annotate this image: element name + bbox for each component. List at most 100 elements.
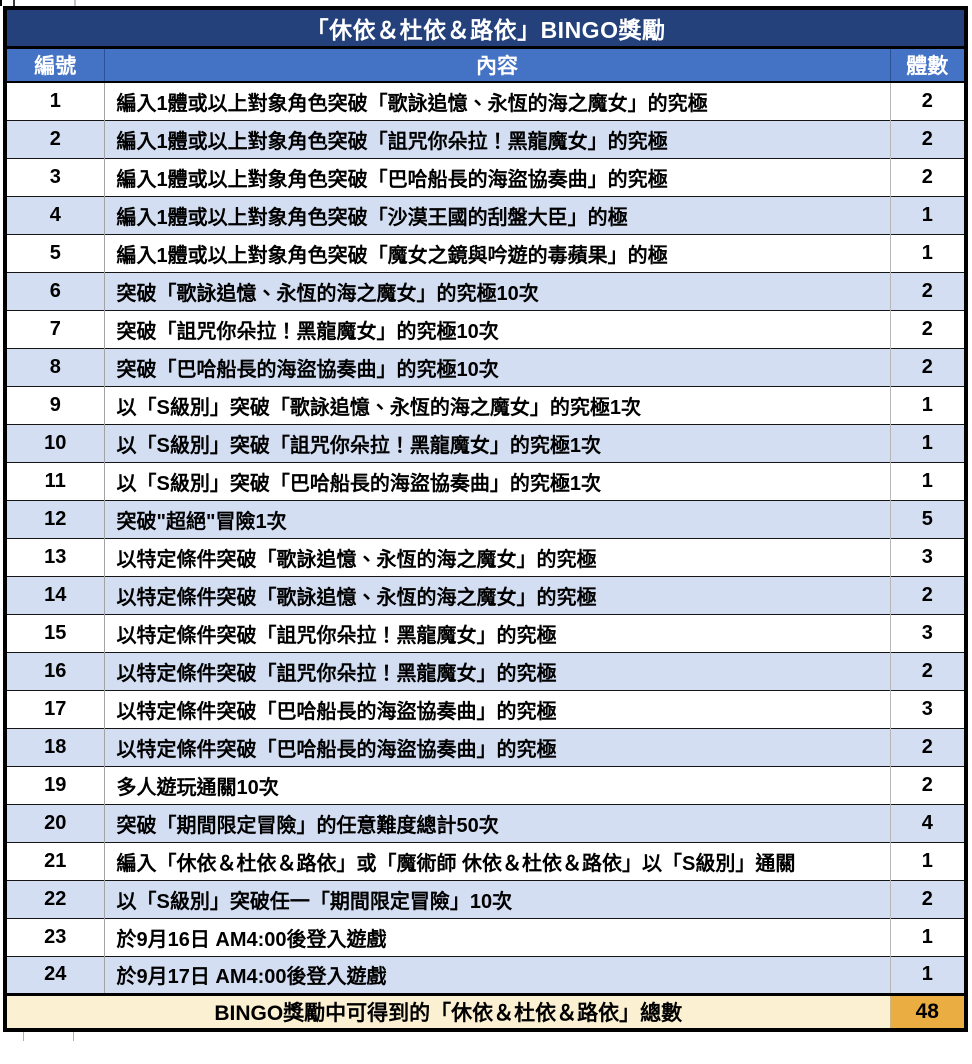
row-number-cell: 18: [5, 727, 104, 766]
row-content-cell: 以特定條件突破「詛咒你朵拉！黑龍魔女」的究極: [103, 651, 891, 690]
row-count-cell: 3: [890, 613, 967, 652]
row-content-cell: 突破「詛咒你朵拉！黑龍魔女」的究極10次: [103, 309, 891, 348]
row-content-cell: 以「S級別」突破「歌詠追憶、永恆的海之魔女」的究極1次: [103, 385, 891, 424]
row-number-cell: 21: [5, 841, 104, 880]
row-number-cell: 14: [5, 575, 104, 614]
total-label: BINGO獎勵中可得到的「休依＆杜依＆路依」總數: [5, 992, 890, 1030]
row-content-cell: 突破"超絕"冒險1次: [103, 499, 891, 538]
sheet-gridline: [13, 0, 15, 6]
bingo-table-body: 1 編入1體或以上對象角色突破「歌詠追憶、永恆的海之魔女」的究極 2 2 編入1體或以上…: [5, 82, 967, 994]
table-row: 23 於9月16日 AM4:00後登入遊戲 1: [5, 917, 967, 956]
row-content-cell: 以「S級別」突破「詛咒你朵拉！黑龍魔女」的究極1次: [103, 423, 891, 462]
column-header-content: 內容: [103, 47, 891, 83]
row-count-cell: 2: [890, 879, 967, 918]
table-row: 22 以「S級別」突破任一「期間限定冒險」10次 2: [5, 879, 967, 918]
row-number-cell: 20: [5, 803, 104, 842]
row-number-cell: 3: [5, 157, 104, 196]
table-title: 「休依＆杜依＆路依」BINGO獎勵: [5, 8, 967, 49]
row-content-cell: 突破「巴哈船長的海盜協奏曲」的究極10次: [103, 347, 891, 386]
row-content-cell: 編入1體或以上對象角色突破「魔女之鏡與吟遊的毒蘋果」的極: [103, 233, 891, 272]
row-number-cell: 24: [5, 955, 104, 994]
row-content-cell: 以「S級別」突破任一「期間限定冒險」10次: [103, 879, 891, 918]
row-content-cell: 以特定條件突破「詛咒你朵拉！黑龍魔女」的究極: [103, 613, 891, 652]
table-row: 11 以「S級別」突破「巴哈船長的海盜協奏曲」的究極1次 1: [5, 461, 967, 500]
row-count-cell: 2: [890, 309, 967, 348]
row-number-cell: 6: [5, 271, 104, 310]
row-content-cell: 以特定條件突破「歌詠追憶、永恆的海之魔女」的究極: [103, 575, 891, 614]
table-row: 10 以「S級別」突破「詛咒你朵拉！黑龍魔女」的究極1次 1: [5, 423, 967, 462]
table-row: 15 以特定條件突破「詛咒你朵拉！黑龍魔女」的究極 3: [5, 613, 967, 652]
row-count-cell: 1: [890, 461, 967, 500]
row-count-cell: 5: [890, 499, 967, 538]
table-row: 5 編入1體或以上對象角色突破「魔女之鏡與吟遊的毒蘋果」的極 1: [5, 233, 967, 272]
table-row: 3 編入1體或以上對象角色突破「巴哈船長的海盜協奏曲」的究極 2: [5, 157, 967, 196]
row-number-cell: 10: [5, 423, 104, 462]
row-count-cell: 2: [890, 271, 967, 310]
row-number-cell: 12: [5, 499, 104, 538]
row-content-cell: 以特定條件突破「巴哈船長的海盜協奏曲」的究極: [103, 727, 891, 766]
row-count-cell: 1: [890, 955, 967, 994]
table-row: 8 突破「巴哈船長的海盜協奏曲」的究極10次 2: [5, 347, 967, 386]
row-number-cell: 8: [5, 347, 104, 386]
row-content-cell: 編入「休依＆杜依＆路依」或「魔術師 休依＆杜依＆路依」以「S級別」通關: [103, 841, 891, 880]
table-row: 4 編入1體或以上對象角色突破「沙漠王國的刮盤大臣」的極 1: [5, 195, 967, 234]
table-row: 12 突破"超絕"冒險1次 5: [5, 499, 967, 538]
row-number-cell: 15: [5, 613, 104, 652]
table-row: 6 突破「歌詠追憶、永恆的海之魔女」的究極10次 2: [5, 271, 967, 310]
table-row: 14 以特定條件突破「歌詠追憶、永恆的海之魔女」的究極 2: [5, 575, 967, 614]
column-header-count: 體數: [890, 47, 967, 83]
row-count-cell: 2: [890, 157, 967, 196]
row-number-cell: 13: [5, 537, 104, 576]
row-count-cell: 2: [890, 119, 967, 158]
row-number-cell: 4: [5, 195, 104, 234]
row-content-cell: 於9月17日 AM4:00後登入遊戲: [103, 955, 891, 994]
row-count-cell: 2: [890, 727, 967, 766]
total-row: BINGO獎勵中可得到的「休依＆杜依＆路依」總數 48: [5, 992, 967, 1030]
table-row: 13 以特定條件突破「歌詠追憶、永恆的海之魔女」的究極 3: [5, 537, 967, 576]
row-content-cell: 編入1體或以上對象角色突破「沙漠王國的刮盤大臣」的極: [103, 195, 891, 234]
table-row: 18 以特定條件突破「巴哈船長的海盜協奏曲」的究極 2: [5, 727, 967, 766]
row-content-cell: 編入1體或以上對象角色突破「詛咒你朵拉！黑龍魔女」的究極: [103, 119, 891, 158]
table-row: 9 以「S級別」突破「歌詠追憶、永恆的海之魔女」的究極1次 1: [5, 385, 967, 424]
row-count-cell: 3: [890, 537, 967, 576]
row-count-cell: 1: [890, 423, 967, 462]
row-count-cell: 1: [890, 917, 967, 956]
row-count-cell: 2: [890, 347, 967, 386]
row-number-cell: 22: [5, 879, 104, 918]
table-row: 16 以特定條件突破「詛咒你朵拉！黑龍魔女」的究極 2: [5, 651, 967, 690]
table-row: 24 於9月17日 AM4:00後登入遊戲 1: [5, 955, 967, 994]
row-number-cell: 2: [5, 119, 104, 158]
table-row: 1 編入1體或以上對象角色突破「歌詠追憶、永恆的海之魔女」的究極 2: [5, 82, 967, 120]
sheet-gridline-strip-top: [0, 0, 972, 6]
table-row: 20 突破「期間限定冒險」的任意難度總計50次 4: [5, 803, 967, 842]
title-row: 「休依＆杜依＆路依」BINGO獎勵: [5, 8, 967, 49]
column-header-number: 編號: [5, 47, 104, 83]
table-row: 7 突破「詛咒你朵拉！黑龍魔女」的究極10次 2: [5, 309, 967, 348]
column-header-row: 編號 內容 體數: [5, 47, 967, 83]
sheet-gridline: [73, 1032, 74, 1041]
row-content-cell: 以特定條件突破「歌詠追憶、永恆的海之魔女」的究極: [103, 537, 891, 576]
row-count-cell: 1: [890, 233, 967, 272]
row-number-cell: 9: [5, 385, 104, 424]
row-number-cell: 1: [5, 82, 104, 120]
row-count-cell: 2: [890, 82, 967, 120]
row-content-cell: 多人遊玩通關10次: [103, 765, 891, 804]
row-content-cell: 以「S級別」突破「巴哈船長的海盜協奏曲」的究極1次: [103, 461, 891, 500]
table-row: 2 編入1體或以上對象角色突破「詛咒你朵拉！黑龍魔女」的究極 2: [5, 119, 967, 158]
row-content-cell: 於9月16日 AM4:00後登入遊戲: [103, 917, 891, 956]
row-count-cell: 2: [890, 575, 967, 614]
row-number-cell: 19: [5, 765, 104, 804]
table-row: 19 多人遊玩通關10次 2: [5, 765, 967, 804]
sheet-gridline: [23, 1032, 24, 1041]
row-content-cell: 以特定條件突破「巴哈船長的海盜協奏曲」的究極: [103, 689, 891, 728]
row-count-cell: 1: [890, 385, 967, 424]
row-number-cell: 5: [5, 233, 104, 272]
bingo-reward-table: 「休依＆杜依＆路依」BINGO獎勵 編號 內容 體數 1 編入1體或以上對象角色突…: [3, 6, 969, 1032]
table-row: 21 編入「休依＆杜依＆路依」或「魔術師 休依＆杜依＆路依」以「S級別」通關 1: [5, 841, 967, 880]
row-count-cell: 1: [890, 841, 967, 880]
row-number-cell: 16: [5, 651, 104, 690]
table-row: 17 以特定條件突破「巴哈船長的海盜協奏曲」的究極 3: [5, 689, 967, 728]
sheet-gridline: [74, 0, 76, 6]
sheet-gridline-strip-bottom: [0, 1032, 972, 1042]
row-count-cell: 4: [890, 803, 967, 842]
